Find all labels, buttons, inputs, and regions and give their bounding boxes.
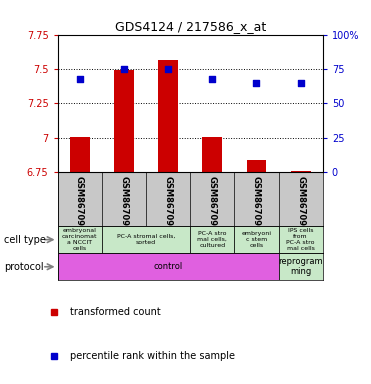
Title: GDS4124 / 217586_x_at: GDS4124 / 217586_x_at (115, 20, 266, 33)
Bar (58, 226, 102, 253)
Bar (102, 226, 190, 253)
Text: GSM867091: GSM867091 (75, 176, 84, 232)
Bar (58, 253, 279, 280)
Text: percentile rank within the sample: percentile rank within the sample (70, 351, 235, 361)
Text: GSM867096: GSM867096 (296, 176, 305, 232)
Bar (234, 226, 279, 253)
Text: PC-A stromal cells,
sorted: PC-A stromal cells, sorted (117, 234, 175, 245)
Bar (246, 160, 266, 172)
Text: embryoni
c stem
cells: embryoni c stem cells (242, 232, 272, 248)
Text: cell type: cell type (4, 235, 46, 245)
Text: control: control (153, 262, 183, 271)
Point (77, 75, 83, 81)
Bar (202, 137, 222, 172)
Text: GSM867093: GSM867093 (208, 176, 217, 232)
Bar (279, 253, 323, 280)
Point (165, 66, 171, 72)
Bar (291, 171, 311, 172)
Bar (70, 137, 89, 172)
Bar (190, 226, 234, 253)
Text: IPS cells
from
PC-A stro
mal cells: IPS cells from PC-A stro mal cells (286, 228, 315, 251)
Bar (279, 226, 323, 253)
Text: GSM867094: GSM867094 (164, 176, 173, 232)
Point (209, 75, 215, 81)
Text: reprogram
ming: reprogram ming (278, 257, 323, 276)
Text: embryonal
carcinomat
a NCCIT
cells: embryonal carcinomat a NCCIT cells (62, 228, 97, 251)
Bar (158, 60, 178, 172)
Bar (114, 70, 134, 172)
Text: GSM867095: GSM867095 (252, 176, 261, 232)
Point (253, 79, 259, 86)
Text: PC-A stro
mal cells,
cultured: PC-A stro mal cells, cultured (197, 232, 227, 248)
Text: transformed count: transformed count (70, 307, 161, 317)
Text: GSM867092: GSM867092 (119, 176, 128, 232)
Text: protocol: protocol (4, 262, 43, 272)
Point (121, 66, 127, 72)
Point (298, 79, 303, 86)
